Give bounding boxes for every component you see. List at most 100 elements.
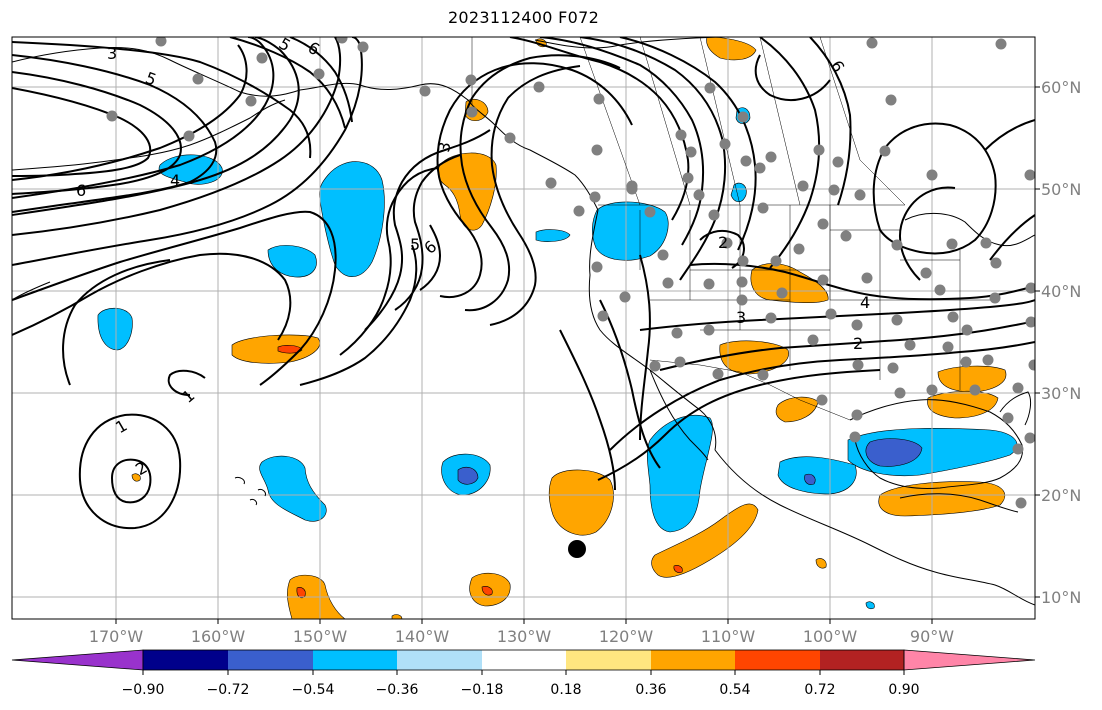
contour-line bbox=[599, 299, 661, 469]
colorbar-segment bbox=[143, 650, 228, 670]
colorbar-frame bbox=[142, 649, 905, 671]
contour-line bbox=[12, 281, 51, 301]
colorbar-tick-label: −0.54 bbox=[292, 682, 335, 698]
latitude-labels: 60°N 50°N 40°N 30°N 20°N 10°N bbox=[1041, 78, 1081, 607]
positive-anomaly-region bbox=[775, 396, 819, 423]
lon-label: 120°W bbox=[599, 627, 654, 646]
contour-label: 3 bbox=[434, 140, 454, 153]
contour-line bbox=[559, 329, 616, 491]
lat-label: 60°N bbox=[1041, 78, 1081, 97]
colorbar-segment bbox=[482, 650, 566, 670]
contour-line bbox=[229, 37, 346, 129]
contour-line bbox=[339, 167, 439, 356]
contour-line bbox=[364, 129, 491, 331]
positive-anomaly-region bbox=[815, 558, 827, 569]
contour-line bbox=[899, 186, 956, 281]
colorbar-ticks bbox=[142, 670, 905, 675]
baja-peninsula bbox=[649, 369, 709, 461]
colorbar: −0.90 −0.72 −0.54 −0.36 −0.18 0.18 0.36 … bbox=[11, 649, 1036, 698]
colorbar-segment bbox=[820, 650, 904, 670]
negative-anomaly-region bbox=[777, 456, 857, 495]
positive-anomaly-region bbox=[750, 263, 829, 304]
lon-label: 150°W bbox=[293, 627, 348, 646]
positive-anomaly-region bbox=[651, 503, 759, 578]
contour-line bbox=[12, 87, 152, 177]
contour-line bbox=[12, 37, 275, 199]
aleutian-chain bbox=[12, 99, 286, 171]
colorbar-tick-label: 0.54 bbox=[719, 682, 750, 698]
contour-line bbox=[167, 369, 206, 396]
negative-anomaly-region bbox=[646, 414, 713, 533]
great-lakes-coast bbox=[904, 212, 1035, 247]
contour-line bbox=[809, 37, 852, 206]
contour-line bbox=[659, 320, 1035, 371]
lon-label: 130°W bbox=[497, 627, 552, 646]
colorbar-segment bbox=[566, 650, 651, 670]
colorbar-segment bbox=[313, 650, 397, 670]
contour-label: 4 bbox=[860, 293, 870, 312]
positive-anomaly-region bbox=[391, 614, 403, 619]
lon-label: 100°W bbox=[803, 627, 858, 646]
colorbar-tick-label: 0.90 bbox=[888, 682, 919, 698]
contour-line bbox=[299, 244, 418, 386]
contour-line bbox=[12, 41, 312, 159]
negative-anomaly-core bbox=[865, 438, 923, 467]
contour-line bbox=[459, 54, 621, 312]
lon-label: 110°W bbox=[701, 627, 756, 646]
gulf-coast bbox=[849, 399, 1024, 489]
lat-label: 50°N bbox=[1041, 180, 1081, 199]
contour-line bbox=[78, 413, 182, 530]
axis-ticks bbox=[115, 86, 1040, 624]
colorbar-segment bbox=[228, 650, 313, 670]
mexico-coast bbox=[714, 449, 1035, 606]
lat-label: 20°N bbox=[1041, 486, 1081, 505]
contour-line bbox=[436, 62, 633, 298]
positive-anomaly-region bbox=[706, 37, 757, 61]
contour-line bbox=[12, 210, 337, 386]
contour-line bbox=[110, 458, 152, 504]
contour-line bbox=[289, 37, 353, 123]
us-mexico-border bbox=[649, 359, 851, 421]
contour-line bbox=[12, 252, 292, 341]
lat-label: 40°N bbox=[1041, 282, 1081, 301]
positive-anomaly-core bbox=[296, 587, 306, 599]
negative-anomaly-core bbox=[804, 473, 816, 485]
station-markers bbox=[106, 37, 1035, 509]
colorbar-extend-low bbox=[11, 649, 144, 671]
positive-anomaly-core bbox=[673, 565, 683, 573]
contour-line bbox=[62, 259, 171, 386]
contour-line bbox=[394, 154, 461, 311]
colorbar-segment bbox=[735, 650, 820, 670]
contour-line bbox=[489, 65, 581, 326]
lon-label: 170°W bbox=[89, 627, 144, 646]
lat-label: 10°N bbox=[1041, 588, 1081, 607]
contour-line bbox=[419, 224, 442, 291]
lat-label: 30°N bbox=[1041, 384, 1081, 403]
contour-label: 2 bbox=[853, 334, 863, 353]
colorbar-extend-high bbox=[903, 649, 1036, 671]
contour-label: 3 bbox=[107, 44, 117, 63]
contour-label: 5 bbox=[410, 235, 420, 254]
positive-anomaly-region bbox=[548, 469, 614, 536]
contour-line bbox=[754, 54, 831, 101]
contour-line bbox=[539, 37, 705, 246]
contour-lines bbox=[12, 37, 1035, 530]
figure-title: 2023112400 F072 bbox=[447, 8, 600, 27]
contour-line bbox=[689, 262, 1035, 301]
location-marker bbox=[568, 540, 586, 558]
contour-label: 4 bbox=[170, 171, 180, 190]
cuba-coast bbox=[899, 493, 1019, 513]
negative-anomaly-region bbox=[865, 601, 875, 610]
contour-line bbox=[12, 37, 300, 216]
positive-anomaly-region bbox=[231, 334, 320, 364]
colorbar-tick-label: −0.72 bbox=[207, 682, 250, 698]
contour-line bbox=[609, 341, 1035, 451]
gridlines bbox=[12, 37, 1035, 619]
us-west-coast bbox=[588, 209, 717, 451]
positive-anomaly-region bbox=[131, 473, 141, 482]
negative-anomaly-region bbox=[535, 229, 571, 242]
lon-label: 140°W bbox=[395, 627, 450, 646]
contour-line bbox=[579, 37, 727, 281]
lon-label: 160°W bbox=[191, 627, 246, 646]
